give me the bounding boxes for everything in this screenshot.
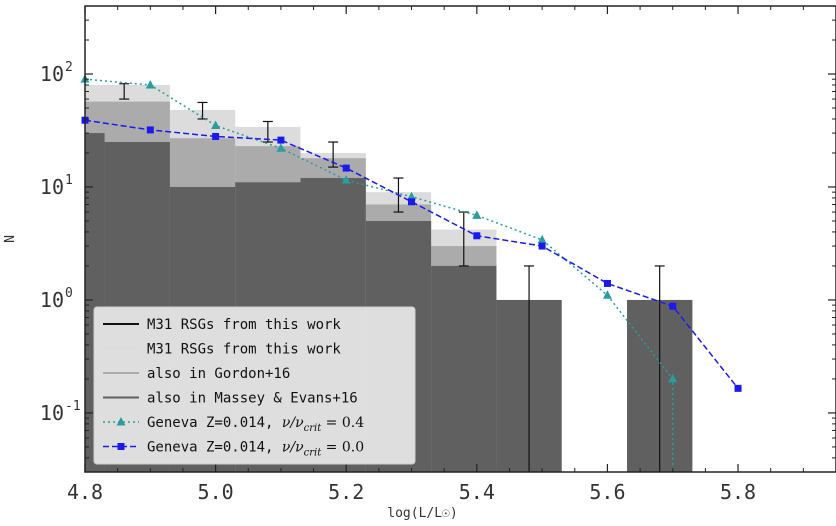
series-1-line	[84, 119, 739, 389]
legend-marker-4	[116, 417, 126, 426]
legend-label-ratio-5: = 0.0	[321, 440, 364, 456]
y-tick-label-0: 10	[40, 401, 64, 425]
x-tick-label-3: 5.4	[459, 480, 495, 504]
legend-label-4: Geneva Z=0.014, ν/νcrit = 0.4	[147, 415, 364, 434]
series-1-point-5	[408, 198, 416, 206]
legend-label-nu-5: ν/ν	[282, 440, 304, 456]
legend-label-0: M31 RSGs from this work	[147, 317, 341, 333]
legend-label-2: also in Gordon+16	[147, 366, 290, 382]
series-0-point-1	[145, 79, 155, 89]
plot-frame	[84, 5, 836, 473]
legend-label-text-2: also in Gordon+16	[147, 366, 290, 382]
series-0-point-9	[668, 373, 678, 383]
y-axis-label: N	[3, 235, 18, 243]
series-0-point-8	[602, 290, 612, 299]
y-tick-exponent-3: 2	[65, 60, 73, 75]
y-tick-label-3: 10	[40, 62, 64, 86]
legend-label-3: also in Massey & Evans+16	[147, 391, 358, 407]
legend-label-nu-4: ν/ν	[282, 415, 304, 431]
y-tick-label-2: 10	[40, 175, 64, 199]
series-1-point-3	[277, 136, 285, 144]
legend-label-ratio-4: = 0.4	[321, 415, 364, 431]
y-tick-exponent-1: 0	[65, 286, 73, 301]
x-tick-label-5: 5.8	[720, 480, 756, 504]
legend-label-crit-5: crit	[304, 448, 323, 459]
series-1-point-4	[342, 164, 350, 172]
y-tick-label-1: 10	[40, 288, 64, 312]
series-1-point-2	[212, 132, 220, 140]
series-1-point-1	[146, 126, 154, 134]
series-0-point-5	[407, 191, 417, 201]
series-1-point-6	[473, 232, 481, 240]
x-tick-label-4: 5.6	[589, 480, 625, 504]
x-tick-label-0: 4.8	[67, 480, 103, 504]
legend-label-1: M31 RSGs from this work	[147, 342, 341, 358]
legend-label-text-5: Geneva Z=0.014,	[147, 440, 282, 456]
series-1-point-9	[669, 302, 677, 310]
legend-label-5: Geneva Z=0.014, ν/νcrit = 0.0	[147, 440, 364, 459]
x-tick-label-2: 5.2	[328, 480, 364, 504]
series-layer	[80, 74, 742, 472]
legend-box	[93, 306, 416, 465]
series-1-point-8	[603, 279, 611, 287]
y-tick-exponent-0: -1	[65, 399, 81, 414]
legend-label-text-1: M31 RSGs from this work	[147, 342, 341, 358]
legend: M31 RSGs from this work M31 RSGs from thi…	[93, 306, 416, 465]
series-0-point-7	[537, 234, 547, 244]
x-tick-label-1: 5.0	[198, 480, 234, 504]
x-axis-label: log(L/L☉)	[387, 506, 457, 521]
legend-label-text-0: M31 RSGs from this work	[147, 317, 341, 333]
legend-label-text-3: also in Massey & Evans+16	[147, 391, 358, 407]
histogram-2-bin-6	[431, 265, 497, 472]
series-1-point-10	[734, 384, 742, 392]
series-0-point-2	[211, 120, 221, 130]
legend-label-crit-4: crit	[304, 423, 323, 434]
legend-marker-5	[117, 443, 125, 450]
series-0-point-6	[472, 210, 482, 219]
y-tick-exponent-2: 1	[65, 173, 73, 188]
series-0-point-4	[341, 175, 351, 184]
series-1-point-7	[538, 242, 546, 250]
legend-label-text-4: Geneva Z=0.014,	[147, 415, 282, 431]
series-0-point-3	[276, 143, 286, 152]
